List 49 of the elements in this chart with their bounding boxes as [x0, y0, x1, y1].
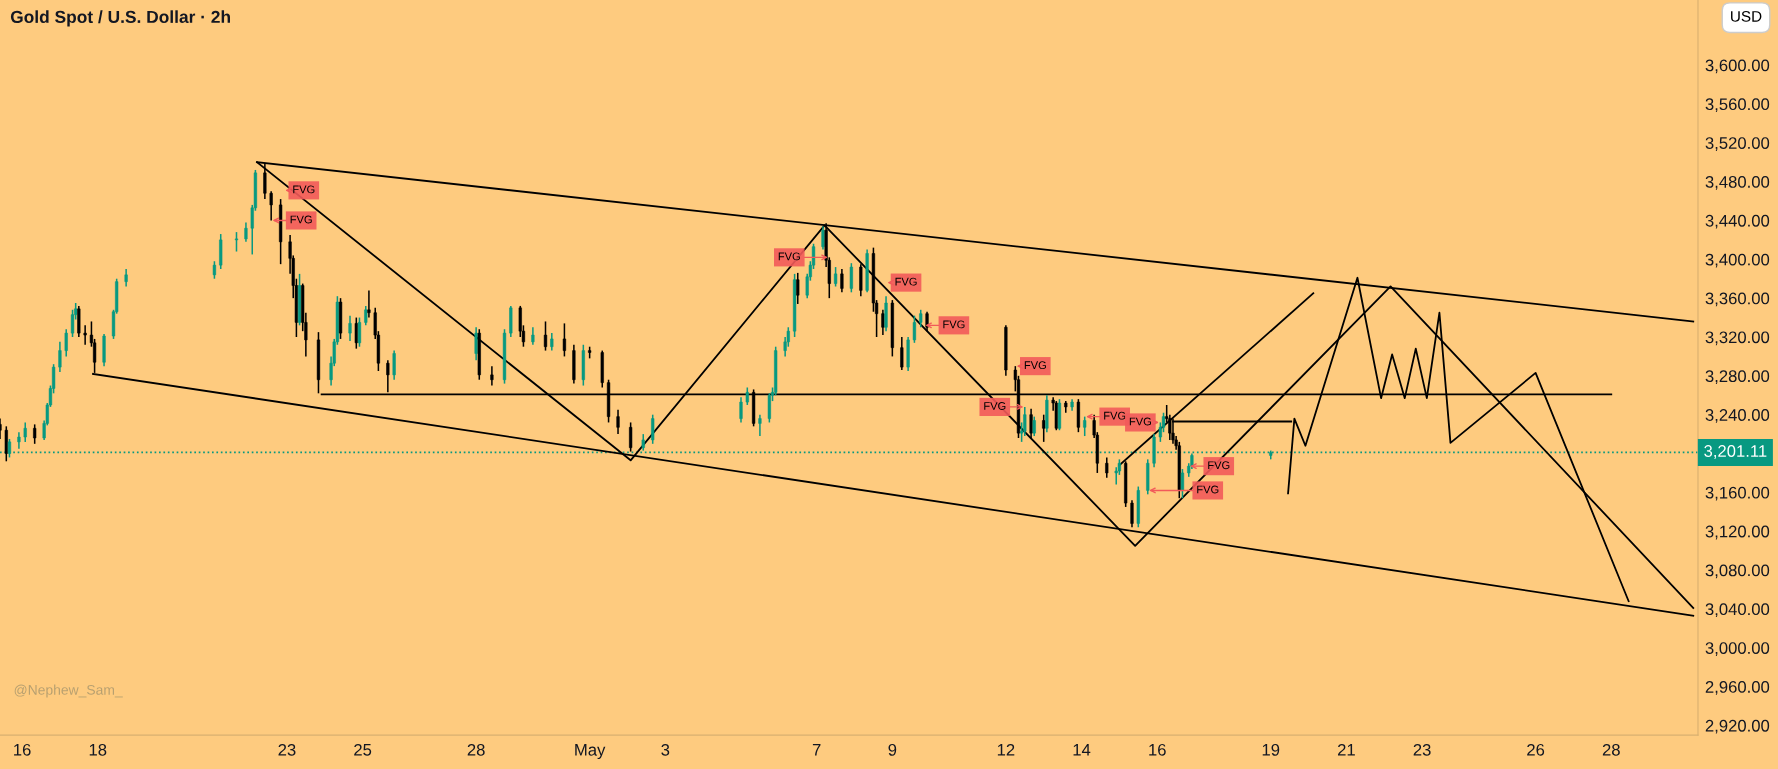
annotation: FVG — [778, 252, 800, 261]
x-tick-label: 26 — [1527, 743, 1545, 756]
y-tick-label: 3,320.00 — [1705, 331, 1770, 346]
x-tick-label: 16 — [1149, 743, 1166, 756]
annotation: FVG — [293, 185, 315, 194]
y-tick-label: 3,400.00 — [1705, 253, 1770, 268]
y-tick-label: 3,520.00 — [1705, 137, 1770, 151]
y-tick-label: 3,240.00 — [1705, 409, 1770, 423]
x-tick-label: 7 — [812, 744, 821, 756]
x-tick-label: 9 — [888, 743, 897, 756]
text: USD — [1731, 10, 1762, 22]
y-tick-label: 3,560.00 — [1705, 98, 1770, 113]
annotation: FVG — [895, 277, 917, 286]
y-tick-label: 3,000.00 — [1705, 642, 1770, 656]
x-tick-label: 14 — [1073, 744, 1091, 756]
annotation: FVG — [1024, 361, 1046, 370]
annotation: FVG — [290, 215, 312, 224]
y-tick-label: 3,120.00 — [1705, 525, 1770, 540]
y-tick-label: 3,040.00 — [1705, 603, 1770, 618]
y-tick-label: 3,360.00 — [1705, 292, 1770, 307]
annotation: FVG — [1104, 411, 1126, 420]
annotation: @Nephew_Sam_ — [14, 684, 123, 698]
annotation: FVG — [984, 402, 1006, 410]
y-tick-label: 3,280.00 — [1705, 370, 1770, 385]
x-tick-label: 28 — [467, 743, 485, 756]
x-tick-label: 28 — [1602, 743, 1620, 756]
x-tick-label: 18 — [89, 743, 107, 756]
text: Gold Spot / U.S. Dollar · 2h — [10, 10, 230, 27]
x-tick-label: 19 — [1262, 743, 1280, 756]
x-tick-label: May — [575, 744, 606, 760]
x-tick-label: 23 — [278, 743, 296, 756]
y-tick-label: 3,480.00 — [1705, 176, 1770, 190]
y-tick-label: 3,600.00 — [1705, 59, 1770, 74]
annotation: FVG — [943, 320, 965, 329]
ref-line-label: 3,201.11 — [1704, 445, 1767, 459]
x-tick-label: 23 — [1413, 743, 1431, 756]
x-tick-label: 12 — [997, 743, 1015, 756]
annotation: FVG — [1129, 417, 1151, 426]
x-tick-label: 25 — [354, 743, 372, 756]
x-tick-label: 3 — [661, 743, 670, 756]
x-tick-label: 16 — [14, 743, 31, 756]
y-tick-label: 3,440.00 — [1705, 214, 1770, 229]
y-tick-label: 3,080.00 — [1705, 564, 1770, 579]
y-tick-label: 3,160.00 — [1705, 486, 1770, 501]
y-tick-label: 2,960.00 — [1705, 681, 1770, 695]
annotation: FVG — [1208, 461, 1230, 470]
y-tick-label: 2,920.00 — [1705, 719, 1770, 734]
annotation: FVG — [1197, 485, 1219, 494]
x-tick-label: 21 — [1337, 743, 1355, 756]
